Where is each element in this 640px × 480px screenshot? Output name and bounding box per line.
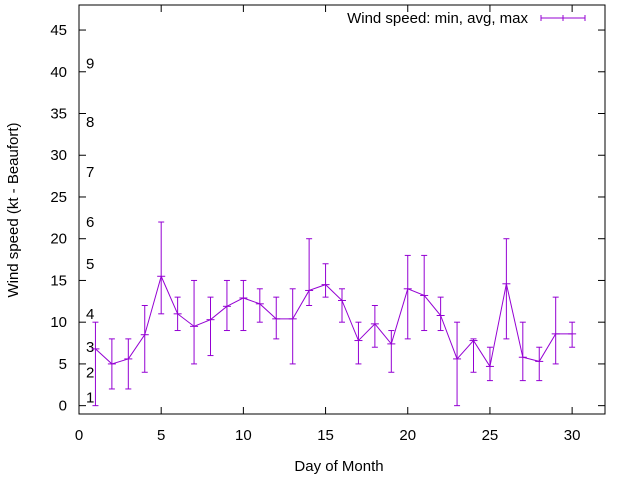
x-tick-label: 0 (75, 427, 83, 444)
beaufort-label: 2 (86, 364, 94, 381)
beaufort-label: 5 (86, 256, 94, 273)
y-tick-label: 0 (59, 398, 67, 415)
beaufort-labels: 1 2 3 4 5 6 7 8 9 (86, 55, 94, 406)
x-tick-label: 25 (482, 427, 499, 444)
beaufort-label: 6 (86, 214, 94, 231)
y-tick-label: 25 (50, 189, 67, 206)
plot-frame (78, 4, 606, 415)
beaufort-label: 8 (86, 114, 94, 131)
x-tick-label: 15 (317, 427, 334, 444)
y-tick-label: 35 (50, 106, 67, 123)
legend: Wind speed: min, avg, max (347, 10, 586, 27)
y-tick-label: 30 (50, 147, 67, 164)
x-tick-label: 10 (235, 427, 252, 444)
series-wind-speed (91, 221, 577, 407)
beaufort-label: 4 (86, 306, 94, 323)
y-tick-label: 15 (50, 272, 67, 289)
y-tick-label: 45 (50, 22, 67, 39)
x-tick-label: 30 (564, 427, 581, 444)
y-tick-label: 10 (50, 314, 67, 331)
beaufort-label: 1 (86, 389, 94, 406)
beaufort-label: 3 (86, 339, 94, 356)
avg-line (95, 274, 573, 368)
y-axis-title: Wind speed (kt - Beaufort) (5, 122, 22, 297)
legend-label: Wind speed: min, avg, max (347, 10, 528, 27)
y-tick-label: 5 (59, 356, 67, 373)
y-tick-label: 40 (50, 64, 67, 81)
beaufort-label: 9 (86, 55, 94, 72)
x-axis-title: Day of Month (294, 458, 383, 475)
y-tick-label: 20 (50, 231, 67, 248)
x-tick-label: 20 (399, 427, 416, 444)
x-axis-ticks: 0 5 10 15 20 25 30 (75, 5, 581, 444)
beaufort-label: 7 (86, 164, 94, 181)
x-tick-label: 5 (157, 427, 165, 444)
